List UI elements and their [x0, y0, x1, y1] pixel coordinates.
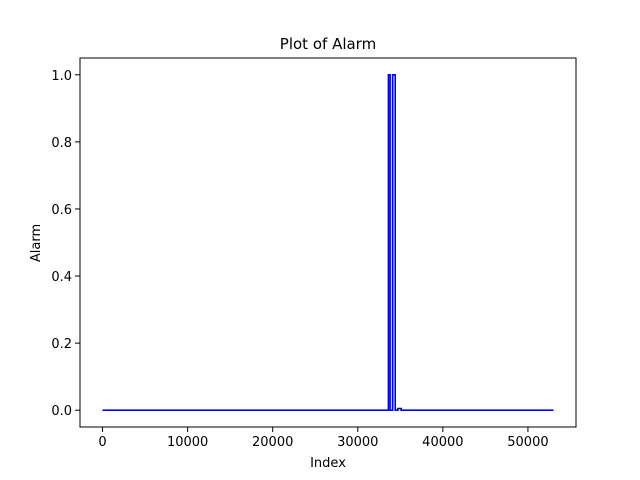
- x-tick-label: 0: [98, 435, 106, 450]
- x-tick-label: 50000: [507, 435, 548, 450]
- x-tick-label: 30000: [337, 435, 378, 450]
- x-axis-ticks: 0 10000 20000 30000 40000 50000: [98, 427, 549, 450]
- y-axis-ticks: 0.0 0.2 0.4 0.6 0.8 1.0: [51, 69, 80, 419]
- x-tick-label: 10000: [167, 435, 208, 450]
- y-axis-label: Alarm: [29, 224, 44, 262]
- x-axis-label: Index: [310, 456, 346, 471]
- series-layer: [102, 73, 554, 412]
- chart-title: Plot of Alarm: [280, 35, 376, 53]
- x-tick-label: 40000: [422, 435, 463, 450]
- plot-area: [102, 73, 554, 412]
- y-tick-label: 0.4: [51, 270, 72, 285]
- plot-frame: [79, 57, 577, 428]
- alarm-series-line: [102, 73, 554, 412]
- y-tick-label: 0.8: [51, 136, 72, 151]
- x-tick-label: 20000: [252, 435, 293, 450]
- y-tick-label: 0.2: [51, 337, 72, 352]
- y-tick-label: 0.6: [51, 203, 72, 218]
- y-tick-label: 0.0: [51, 404, 72, 419]
- y-tick-label: 1.0: [51, 69, 72, 84]
